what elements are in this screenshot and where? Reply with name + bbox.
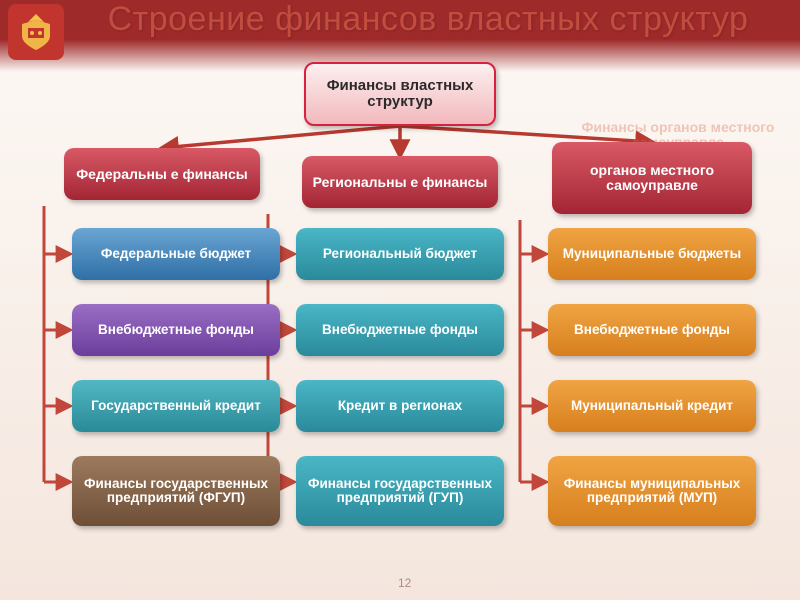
item-regional-1: Внебюджетные фонды bbox=[296, 304, 504, 356]
category-local: органов местного самоуправле bbox=[552, 142, 752, 214]
slide: Строение финансов властных структур Фина… bbox=[0, 0, 800, 600]
item-federal-0: Федеральные бюджет bbox=[72, 228, 280, 280]
emblem-icon bbox=[8, 4, 64, 60]
item-local-1: Внебюджетные фонды bbox=[548, 304, 756, 356]
item-regional-2: Кредит в регионах bbox=[296, 380, 504, 432]
category-federal: Федеральны е финансы bbox=[64, 148, 260, 200]
page-number: 12 bbox=[398, 576, 411, 590]
root-node: Финансы властных структур bbox=[304, 62, 496, 126]
item-federal-3: Финансы государственных предприятий (ФГУ… bbox=[72, 456, 280, 526]
slide-title: Строение финансов властных структур bbox=[64, 0, 792, 38]
diagram-canvas: Финансы властных структурФинансы органов… bbox=[0, 60, 800, 600]
item-regional-3: Финансы государственных предприятий (ГУП… bbox=[296, 456, 504, 526]
item-regional-0: Региональный бюджет bbox=[296, 228, 504, 280]
item-federal-1: Внебюджетные фонды bbox=[72, 304, 280, 356]
item-federal-2: Государственный кредит bbox=[72, 380, 280, 432]
item-local-0: Муниципальные бюджеты bbox=[548, 228, 756, 280]
item-local-3: Финансы муниципальных предприятий (МУП) bbox=[548, 456, 756, 526]
category-regional: Региональны е финансы bbox=[302, 156, 498, 208]
item-local-2: Муниципальный кредит bbox=[548, 380, 756, 432]
